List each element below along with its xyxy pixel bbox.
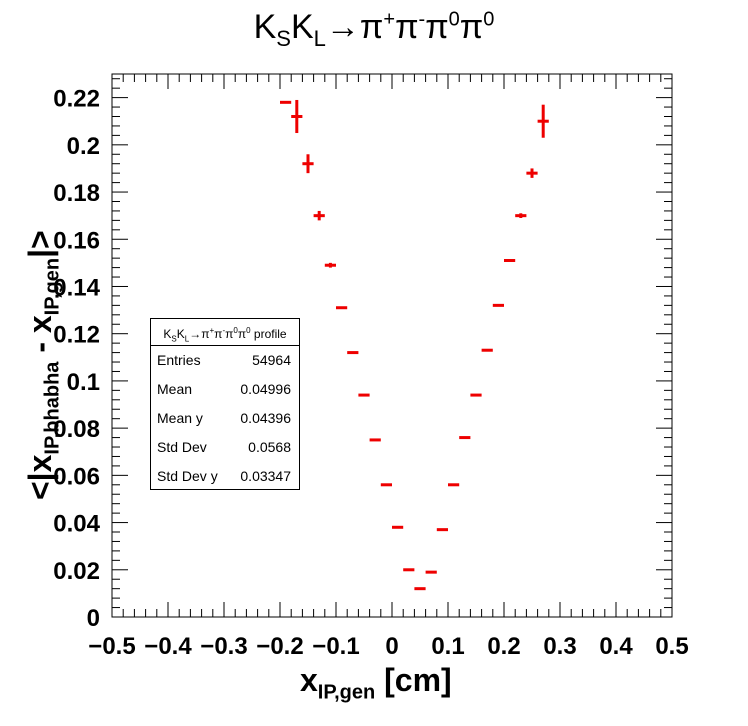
stats-value: 0.0568 <box>248 439 291 455</box>
x-tick-label: −0.3 <box>200 633 247 660</box>
y-tick-label: 0.02 <box>53 558 100 585</box>
x-tick-label: 0.5 <box>655 633 688 660</box>
stats-value: 0.03347 <box>240 468 291 484</box>
y-tick-label: 0.04 <box>53 511 100 538</box>
y-tick-label: 0.16 <box>53 227 100 254</box>
x-tick-label: −0.4 <box>144 633 192 660</box>
x-tick-label: 0.1 <box>431 633 464 660</box>
stats-value: 54964 <box>252 352 291 368</box>
stats-row-std-dev: Std Dev 0.0568 <box>151 433 299 462</box>
stats-key: Mean y <box>157 410 203 426</box>
stats-key: Mean <box>157 381 193 397</box>
y-tick-label: 0.12 <box>53 322 100 349</box>
stats-box: KSKL→π+π-π0π0 profile Entries 54964 Mean 0… <box>150 318 300 490</box>
x-tick-label: 0.4 <box>599 633 633 660</box>
stats-key: Std Dev <box>157 439 207 455</box>
x-tick-label: −0.5 <box>88 633 135 660</box>
y-axis-label: <|xIP,bhabha - xIP,gen|> <box>22 230 64 500</box>
x-axis-label: xIP,gen [cm] <box>300 662 452 704</box>
stats-key: Entries <box>157 352 201 368</box>
x-tick-label: 0 <box>385 633 398 660</box>
stats-row-mean-y: Mean y 0.04396 <box>151 404 299 433</box>
y-tick-label: 0.14 <box>53 274 100 301</box>
stats-key: Std Dev y <box>157 468 218 484</box>
stats-row-std-dev-y: Std Dev y 0.03347 <box>151 462 299 491</box>
y-tick-label: 0.22 <box>53 86 100 113</box>
x-tick-label: −0.2 <box>256 633 303 660</box>
x-tick-label: 0.2 <box>487 633 520 660</box>
y-tick-label: 0 <box>87 605 100 632</box>
stats-value: 0.04996 <box>240 381 291 397</box>
y-tick-label: 0.06 <box>53 463 100 490</box>
x-tick-label: 0.3 <box>543 633 576 660</box>
x-tick-label: −0.1 <box>312 633 359 660</box>
stats-value: 0.04396 <box>240 410 291 426</box>
y-tick-label: 0.2 <box>67 133 100 160</box>
y-tick-label: 0.18 <box>53 180 100 207</box>
y-tick-label: 0.08 <box>53 416 100 443</box>
stats-row-entries: Entries 54964 <box>151 346 299 375</box>
stats-row-mean: Mean 0.04996 <box>151 375 299 404</box>
y-tick-label: 0.1 <box>67 369 100 396</box>
plot-title: KSKL→π+π-π0π0 <box>253 8 495 51</box>
stats-box-header: KSKL→π+π-π0π0 profile <box>151 319 299 346</box>
